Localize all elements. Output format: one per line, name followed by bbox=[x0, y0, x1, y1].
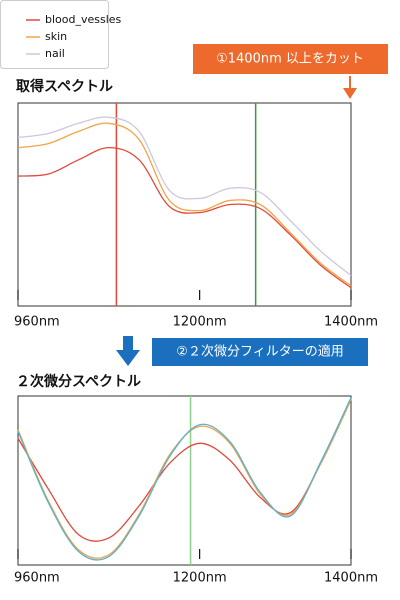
x-tick-label: 1200nm bbox=[173, 315, 227, 330]
series-line bbox=[17, 147, 352, 289]
legend-label: skin bbox=[45, 30, 67, 43]
callout-text: ①1400nm 以上をカット bbox=[216, 52, 364, 67]
series-line bbox=[17, 399, 352, 559]
callout-box bbox=[193, 44, 388, 74]
x-tick-label: 1200nm bbox=[173, 571, 227, 586]
legend-label: blood_vessles bbox=[45, 13, 122, 26]
x-tick-label: 960nm bbox=[14, 315, 60, 330]
series-line bbox=[17, 399, 352, 542]
callout-arrowhead bbox=[343, 88, 357, 99]
x-tick-label: 1400nm bbox=[324, 571, 378, 586]
step-arrow-head bbox=[116, 350, 140, 366]
legend-label: nail bbox=[45, 47, 65, 60]
chart-title: 取得スペクトル bbox=[16, 78, 113, 95]
step-box bbox=[152, 338, 368, 366]
step-text: ②２次微分フィルターの適用 bbox=[176, 344, 343, 360]
x-tick-label: 1400nm bbox=[324, 315, 378, 330]
x-tick-label: 960nm bbox=[14, 571, 60, 586]
series-line bbox=[17, 397, 352, 561]
plot-frame bbox=[17, 395, 352, 566]
chart-title: ２次微分スペクトル bbox=[16, 373, 141, 390]
legend-box bbox=[0, 0, 109, 69]
series-line bbox=[17, 122, 352, 287]
series-line bbox=[17, 116, 352, 277]
plot-frame bbox=[17, 102, 352, 307]
step-arrow-body bbox=[123, 336, 133, 351]
